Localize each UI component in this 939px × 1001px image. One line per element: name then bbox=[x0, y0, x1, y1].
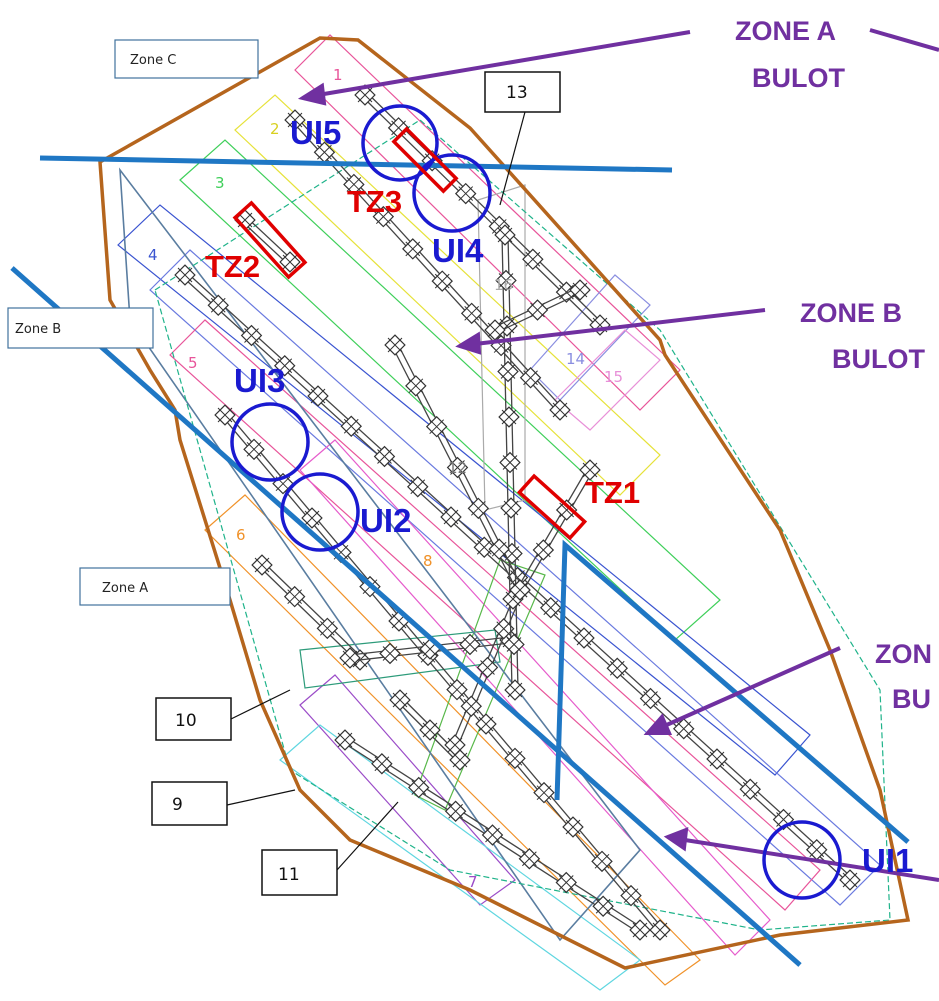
annotation-label: BU bbox=[892, 684, 931, 714]
body: {"zone_boxes": ["Zone C", "Zone B", "Zon… bbox=[0, 0, 939, 1001]
zone-box-label: Zone A bbox=[102, 581, 148, 596]
plot-number: 15 bbox=[604, 368, 623, 386]
plot-number: 3 bbox=[215, 174, 225, 192]
plot-number: 8 bbox=[423, 552, 433, 570]
trial-zone-label: TZ2 bbox=[205, 249, 260, 284]
callout-box bbox=[152, 782, 227, 825]
plot-number: 7 bbox=[468, 873, 478, 891]
well-rows bbox=[175, 85, 860, 940]
field-14 bbox=[530, 275, 650, 400]
inspection-label: UI1 bbox=[862, 842, 913, 879]
plot-number: 12 bbox=[448, 459, 467, 477]
zone-box-label: Zone B bbox=[15, 322, 61, 337]
trial-zone-label: TZ3 bbox=[347, 184, 402, 219]
inspection-label: UI3 bbox=[234, 362, 285, 399]
inspection-label: UI4 bbox=[432, 232, 484, 269]
annotation-zone: ZON bbox=[875, 639, 932, 669]
circle bbox=[363, 106, 437, 180]
callout-label: 11 bbox=[278, 865, 300, 885]
callout-label: 9 bbox=[172, 795, 183, 815]
annotation-label: BULOT bbox=[752, 63, 845, 93]
well-pipe bbox=[264, 563, 362, 658]
site-plan: Zone C Zone B Zone A 13 10 9 11 ZONE A B… bbox=[0, 0, 939, 1001]
arrow-head bbox=[668, 830, 686, 848]
leader bbox=[231, 690, 290, 719]
annotation-zone: ZONE B bbox=[800, 298, 902, 328]
annotation-arrows bbox=[303, 30, 939, 880]
well-pipe bbox=[260, 567, 358, 662]
zone-box-label: Zone C bbox=[130, 53, 176, 68]
zone-dividers bbox=[12, 158, 908, 965]
inspection-label: UI5 bbox=[290, 114, 341, 151]
divider-line bbox=[40, 158, 672, 170]
annotation-zone: ZONE A bbox=[735, 16, 836, 46]
plot-number: 2 bbox=[270, 120, 280, 138]
plot-number: 6 bbox=[236, 526, 246, 544]
page: Site plan html, body { margin: 0; paddin… bbox=[0, 0, 939, 1001]
well-pipe bbox=[523, 472, 593, 592]
callout-label: 10 bbox=[175, 711, 197, 731]
plot-number: 1 bbox=[333, 66, 343, 84]
plot-number: 4 bbox=[148, 246, 158, 264]
plot-number: 16 bbox=[494, 276, 513, 294]
callout-label: 13 bbox=[506, 83, 528, 103]
plot-number: 5 bbox=[188, 354, 198, 372]
field-outlines bbox=[118, 35, 890, 990]
annotation-label: BULOT bbox=[832, 344, 925, 374]
irrigation-loop bbox=[155, 120, 890, 930]
leader bbox=[227, 790, 295, 805]
leader bbox=[500, 112, 525, 205]
plot-number: 14 bbox=[566, 350, 585, 368]
arrow bbox=[870, 30, 939, 50]
trial-zone-label: TZ1 bbox=[585, 475, 640, 510]
arrow bbox=[662, 648, 840, 727]
inspection-label: UI2 bbox=[360, 502, 411, 539]
arrow-head bbox=[460, 335, 479, 352]
field-5 bbox=[170, 320, 820, 910]
